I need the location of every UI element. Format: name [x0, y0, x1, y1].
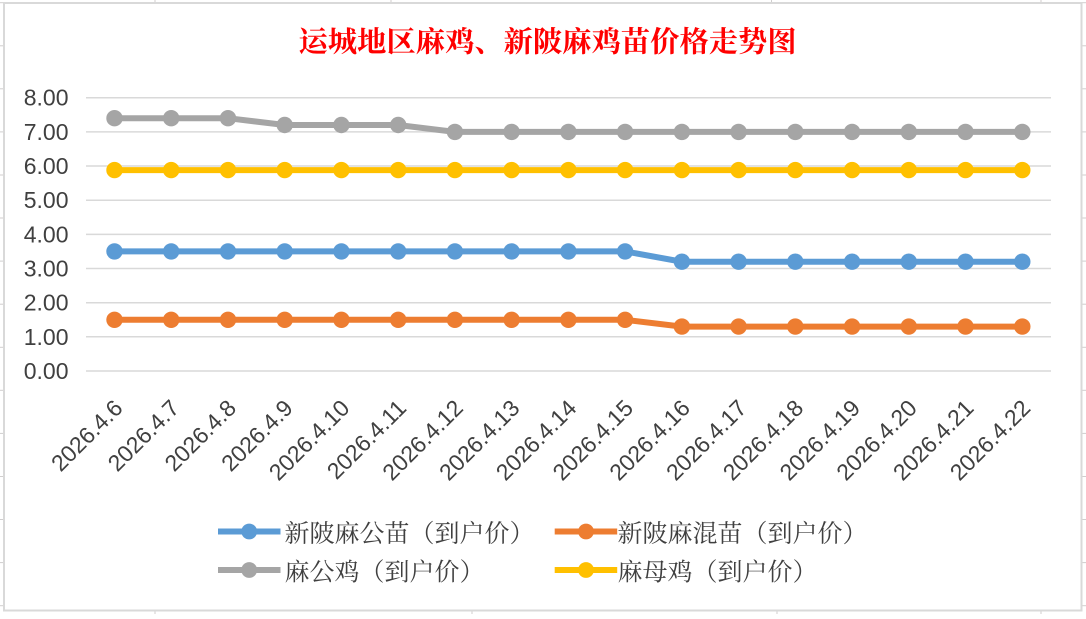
- svg-text:0.00: 0.00: [24, 358, 69, 384]
- svg-text:5.00: 5.00: [24, 187, 69, 213]
- svg-text:2.00: 2.00: [24, 290, 69, 316]
- svg-text:3.00: 3.00: [24, 256, 69, 282]
- svg-text:6.00: 6.00: [24, 153, 69, 179]
- svg-text:4.00: 4.00: [24, 221, 69, 247]
- svg-text:7.00: 7.00: [24, 119, 69, 145]
- svg-text:1.00: 1.00: [24, 324, 69, 350]
- svg-text:8.00: 8.00: [24, 85, 69, 111]
